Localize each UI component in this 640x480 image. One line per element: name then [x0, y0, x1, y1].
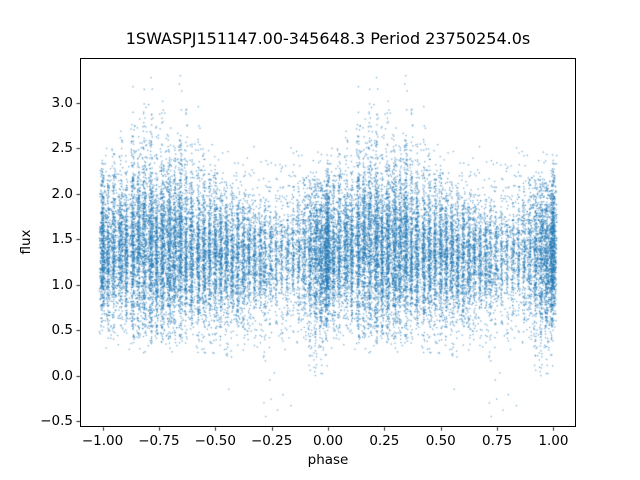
- x-tick-label: 0.25: [369, 433, 400, 449]
- x-tick-label: 0.00: [312, 433, 344, 449]
- x-tick-label: −0.50: [194, 433, 236, 449]
- plot-area: [80, 57, 576, 428]
- x-tick-label: 0.50: [425, 433, 456, 449]
- y-tick-label: 2.5: [51, 140, 73, 157]
- x-tick-label: −0.25: [250, 433, 293, 449]
- chart-title: 1SWASPJ151147.00-345648.3 Period 2375025…: [125, 29, 531, 48]
- x-tick-label: 0.75: [482, 433, 513, 449]
- y-tick-label: 1.0: [51, 276, 73, 293]
- y-tick-label: −0.5: [40, 413, 73, 430]
- x-tick-label: 1.00: [538, 433, 569, 449]
- y-tick-label: 0.5: [51, 322, 73, 339]
- y-tick-label: 3.0: [51, 95, 73, 112]
- x-tick-label: −0.75: [138, 433, 180, 449]
- x-axis-label: phase: [307, 452, 349, 468]
- y-tick-label: 1.5: [51, 231, 73, 248]
- y-tick-label: 0.0: [51, 367, 73, 384]
- y-tick-label: 2.0: [51, 185, 73, 202]
- y-axis-label: flux: [18, 229, 34, 255]
- x-tick-label: −1.00: [81, 433, 124, 449]
